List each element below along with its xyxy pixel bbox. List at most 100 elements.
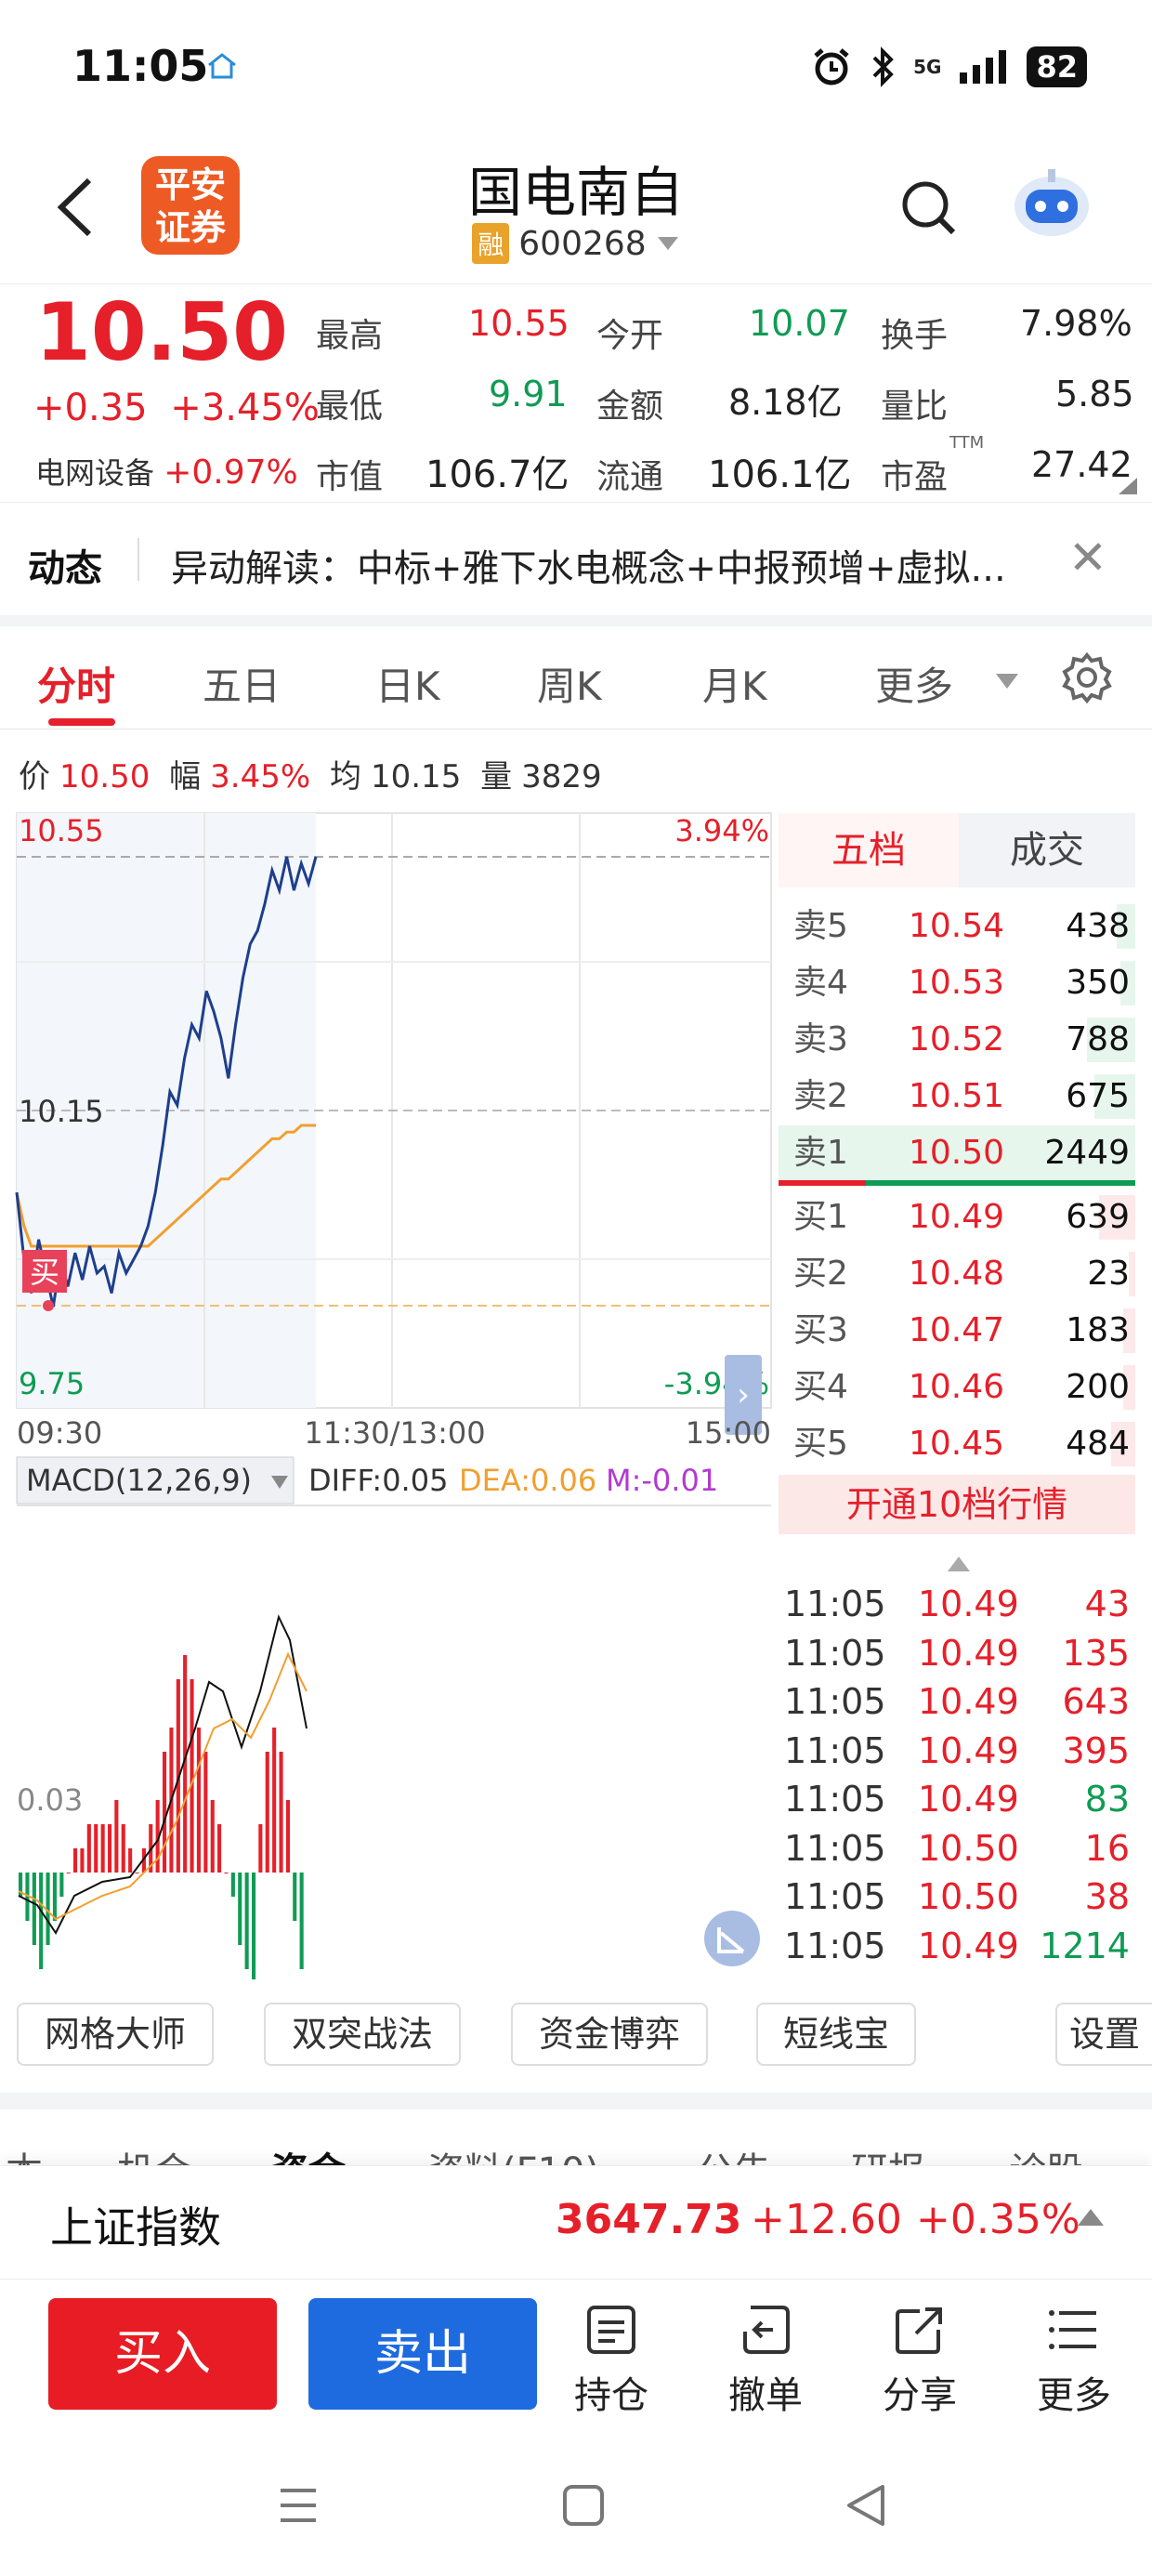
level-volume: 2449 (1044, 1134, 1130, 1172)
level-price: 10.49 (909, 1198, 1005, 1236)
buy-button[interactable]: 买入 (48, 2298, 277, 2410)
index-percent: +0.35% (916, 2196, 1080, 2243)
sector-info[interactable]: 电网设备 +0.97% (35, 450, 298, 493)
sell-button[interactable]: 卖出 (308, 2298, 537, 2410)
expand-corner-icon[interactable] (1115, 476, 1139, 496)
intraday-chart[interactable]: 10.55 3.94% 10.15 9.75 -3.94% 买 › 09:30 … (0, 799, 777, 1979)
double-breakout-button[interactable]: 双突战法 (264, 2003, 461, 2066)
close-icon[interactable]: ✕ (1068, 531, 1107, 585)
macd-bar (73, 1848, 78, 1873)
grid-master-button[interactable]: 网格大师 (17, 2003, 214, 2066)
macd-bar (176, 1679, 180, 1873)
tab-weekly-k[interactable]: 周K (537, 664, 602, 709)
holdings-label: 持仓 (574, 2374, 648, 2417)
level-volume: 23 (1087, 1255, 1130, 1293)
quote-panel: 10.50 +0.35 +3.45% 电网设备 +0.97% 最高 10.55 … (0, 283, 1152, 497)
news-text[interactable]: 异动解读：中标+雅下水电概念+中报预增+虚拟... (171, 547, 1006, 590)
news-tag: 动态 (28, 547, 102, 590)
trade-time: 11:05 (784, 1729, 886, 1771)
ai-assistant-robot-icon[interactable] (1009, 165, 1094, 240)
buy-marker[interactable] (22, 1250, 67, 1293)
news-ticker[interactable]: 动态 异动解读：中标+雅下水电概念+中报预增+虚拟... ✕ (0, 502, 1152, 613)
bid-row[interactable]: 买1 10.49 639 (779, 1189, 1135, 1245)
recent-apps-icon[interactable] (277, 2485, 320, 2526)
tab-five-levels[interactable]: 五档 (779, 813, 959, 887)
status-icons: 5G 82 (811, 41, 1087, 93)
settings-button[interactable]: 设置 (1055, 2003, 1152, 2066)
bid-row[interactable]: 买5 10.45 484 (779, 1416, 1135, 1472)
stock-code: 600268 (518, 224, 647, 263)
subtab-partial[interactable]: 本 (6, 2141, 43, 2165)
subtab-opportunity[interactable]: 机会 (117, 2141, 191, 2165)
more-button[interactable]: 更多 (1018, 2304, 1130, 2419)
cancel-order-label: 撤单 (728, 2374, 803, 2417)
tab-monthly-k[interactable]: 月K (702, 664, 767, 709)
section-divider (0, 2093, 1152, 2109)
subtab-f10[interactable]: 资料(F10) (427, 2141, 599, 2165)
ask-row[interactable]: 卖1 10.50 2449 (779, 1125, 1135, 1181)
ask-row[interactable]: 卖4 10.53 350 (779, 955, 1135, 1011)
level-label: 卖3 (793, 1020, 848, 1058)
subtab-announcements[interactable]: 公告 (697, 2141, 771, 2165)
macd-bar (279, 1752, 283, 1873)
average-price-line (15, 1124, 316, 1248)
bid-row[interactable]: 买3 10.47 183 (779, 1303, 1135, 1359)
info-price: 10.50 (59, 758, 151, 795)
ask-row[interactable]: 卖2 10.51 675 (779, 1069, 1135, 1124)
subtab-diagnosis[interactable]: 诊股 (1009, 2141, 1083, 2165)
capital-game-button[interactable]: 资金博弈 (511, 2003, 708, 2066)
tab-more[interactable]: 更多 (875, 664, 954, 709)
level-price: 10.52 (909, 1020, 1005, 1058)
macd-selector[interactable] (16, 1456, 295, 1505)
short-term-button[interactable]: 短线宝 (756, 2003, 916, 2066)
float-cap-value: 106.1亿 (708, 453, 852, 496)
bid-row[interactable]: 买4 10.46 200 (779, 1360, 1135, 1415)
level-volume: 788 (1066, 1020, 1130, 1058)
trade-volume: 135 (1062, 1632, 1130, 1674)
signal-icon (960, 50, 1007, 84)
trade-price: 10.49 (918, 1729, 1019, 1771)
cancel-order-button[interactable]: 撤单 (710, 2304, 821, 2419)
tab-intraday[interactable]: 分时 (37, 664, 116, 709)
stock-code-selector[interactable]: 融 600268 (0, 223, 1152, 264)
level-volume: 200 (1066, 1368, 1130, 1406)
share-button[interactable]: 分享 (864, 2304, 975, 2419)
bid-row[interactable]: 买2 10.48 23 (779, 1246, 1135, 1302)
time-mid: 11:30/13:00 (304, 1415, 485, 1451)
holdings-button[interactable]: 持仓 (556, 2304, 667, 2419)
macd-bar (155, 1800, 160, 1873)
collapse-up-icon[interactable] (946, 1555, 972, 1573)
macd-bar (100, 1824, 105, 1873)
trade-volume: 16 (1084, 1827, 1130, 1869)
tab-five-day[interactable]: 五日 (203, 664, 281, 709)
home-button-icon[interactable] (561, 2483, 606, 2528)
macd-diff: DIFF:0.05 (308, 1463, 448, 1498)
trade-price: 10.50 (918, 1827, 1019, 1869)
macd-dea: DEA:0.06 (459, 1463, 596, 1498)
gear-icon[interactable] (1061, 651, 1113, 703)
collapse-orderbook-handle[interactable] (725, 1355, 762, 1435)
ask-row[interactable]: 卖5 10.54 438 (779, 899, 1135, 954)
depth-bar (1120, 961, 1135, 1005)
back-button-icon[interactable] (844, 2483, 888, 2528)
ask-row[interactable]: 卖3 10.52 788 (779, 1012, 1135, 1068)
tab-daily-k[interactable]: 日K (375, 664, 440, 709)
open-10-levels-button[interactable]: 开通10档行情 (779, 1475, 1135, 1534)
level-label: 卖2 (793, 1077, 848, 1115)
back-arrow-icon[interactable] (52, 175, 98, 240)
index-value: 3647.73 (556, 2196, 742, 2243)
depth-bar (1111, 1422, 1135, 1466)
expand-up-icon[interactable] (1078, 2209, 1104, 2226)
trade-volume: 395 (1062, 1729, 1130, 1771)
trade-volume: 643 (1062, 1681, 1130, 1722)
tab-trades[interactable]: 成交 (959, 813, 1135, 887)
market-index-bar[interactable]: 上证指数 3647.73 +12.60 +0.35% (0, 2165, 1152, 2277)
active-tab-indicator (48, 718, 115, 726)
macd-bar (94, 1824, 98, 1873)
subtab-capital[interactable]: 资金 (271, 2141, 346, 2165)
alarm-icon (814, 48, 849, 85)
fullscreen-toggle[interactable] (704, 1911, 760, 1966)
subtab-research[interactable]: 研报 (851, 2141, 925, 2165)
chevron-right-icon: › (737, 1376, 750, 1413)
search-icon[interactable] (897, 177, 959, 238)
